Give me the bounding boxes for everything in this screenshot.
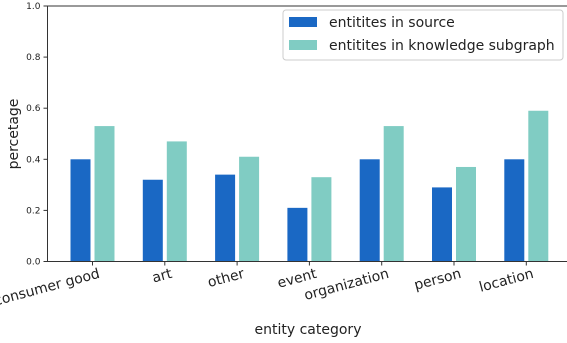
bar-source-other [215, 174, 236, 262]
x-tick-label: consumer good [0, 266, 102, 310]
bar-subgraph-other [239, 156, 260, 262]
legend-label-source: entitites in source [329, 15, 455, 31]
bar-source-person [432, 187, 452, 262]
bar-subgraph-event [311, 177, 332, 262]
y-tick-label: 0.2 [26, 206, 40, 216]
legend-swatch-source [289, 17, 317, 27]
bar-subgraph-consumer-good [94, 126, 115, 262]
x-tick-label: art [151, 266, 175, 287]
y-tick-label: 0.6 [26, 104, 41, 114]
bar-source-organization [359, 159, 380, 262]
legend-label-subgraph: entitites in knowledge subgraph [329, 38, 555, 54]
y-tick-label: 1.0 [26, 2, 41, 12]
bar-subgraph-person [456, 166, 476, 262]
x-axis-label: entity category [255, 322, 362, 338]
legend: entitites in source entitites in knowled… [282, 9, 564, 61]
bar-source-event [287, 207, 308, 262]
bar-source-consumer-good [70, 159, 91, 262]
x-tick-label: person [413, 266, 464, 294]
y-tick-label: 0.0 [26, 258, 41, 268]
bar-subgraph-location [528, 110, 549, 262]
bar-source-art [142, 179, 163, 262]
x-tick-label: other [206, 266, 246, 291]
y-tick-label: 0.4 [26, 155, 41, 165]
bar-subgraph-organization [383, 126, 404, 262]
bar-source-location [504, 159, 525, 262]
bar-subgraph-art [166, 141, 187, 262]
y-tick-label: 0.8 [26, 53, 41, 63]
legend-swatch-subgraph [289, 40, 317, 50]
x-tick-label: location [478, 266, 536, 296]
legend-box [282, 9, 564, 61]
y-axis-label: percetage [6, 99, 22, 170]
